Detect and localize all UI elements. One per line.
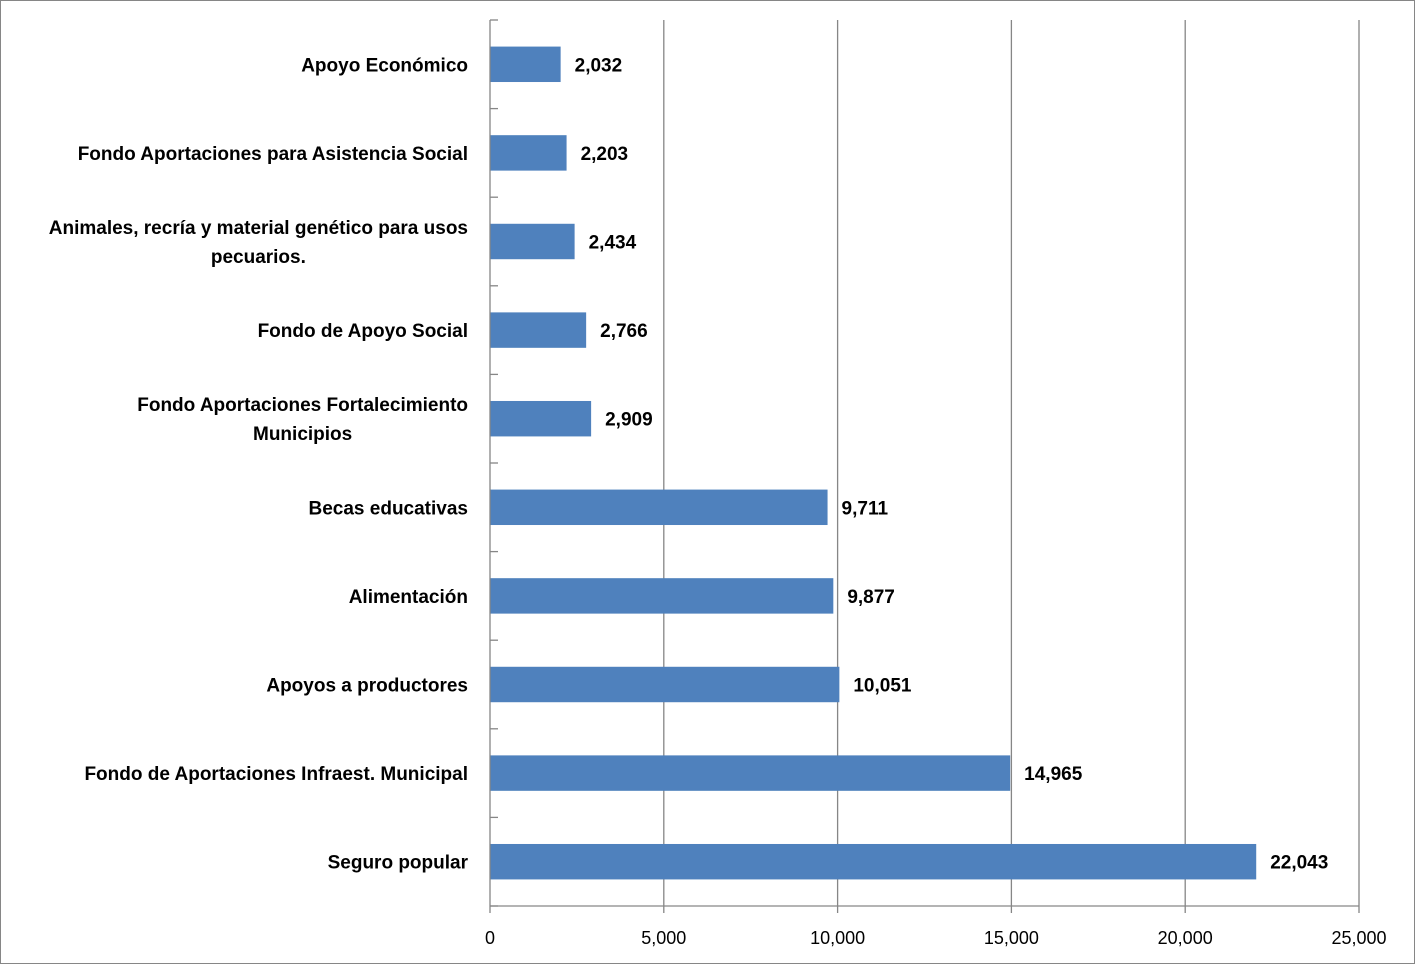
category-label-line: Fondo de Apoyo Social [258, 321, 468, 342]
data-label: 2,766 [600, 321, 648, 342]
category-label: Fondo de Apoyo Social [258, 321, 468, 342]
category-label-line: Becas educativas [309, 498, 469, 519]
data-label: 2,909 [605, 410, 653, 431]
category-label-line: Fondo Aportaciones Fortalecimiento [137, 395, 468, 416]
category-label: Seguro popular [328, 853, 469, 874]
x-tick-label: 10,000 [810, 928, 865, 948]
bar [490, 843, 1257, 880]
category-label: Fondo de Aportaciones Infraest. Municipa… [84, 764, 468, 785]
category-label-line: Apoyos a productores [266, 676, 468, 697]
data-label: 9,877 [847, 587, 895, 608]
category-label-line: Animales, recría y material genético par… [49, 218, 468, 239]
bar [490, 489, 828, 526]
x-tick-label: 5,000 [641, 928, 686, 948]
category-label-line: Alimentación [349, 587, 468, 608]
category-label: Apoyo Económico [301, 55, 468, 76]
x-tick-label: 0 [485, 928, 495, 948]
x-tick-label: 25,000 [1331, 928, 1386, 948]
bar [490, 755, 1011, 791]
data-label: 9,711 [842, 498, 889, 519]
data-label: 2,434 [589, 233, 637, 254]
data-label: 2,032 [575, 55, 623, 76]
bar [490, 223, 575, 260]
category-label: Alimentación [349, 587, 468, 608]
bars [490, 46, 1257, 880]
category-label: Fondo Aportaciones Fortalecimiento Munici… [137, 395, 468, 445]
category-label-line: Municipios [253, 424, 352, 445]
category-label-line: Fondo Aportaciones para Asistencia Socia… [78, 144, 468, 165]
labels: 0 5,000 10,000 15,000 20,000 25,000 2,032 Apoyo… [49, 55, 1387, 948]
category-label-line: Fondo de Aportaciones Infraest. Municipa… [84, 764, 468, 785]
category-label-line: pecuarios. [211, 247, 306, 268]
category-label: Animales, recría y material genético par… [49, 218, 468, 268]
x-tick-label: 20,000 [1158, 928, 1213, 948]
bar [490, 312, 587, 348]
bar [490, 666, 840, 703]
category-label: Fondo Aportaciones para Asistencia Socia… [78, 144, 468, 165]
bar [490, 400, 592, 437]
bar [490, 578, 834, 614]
data-label: 2,203 [581, 144, 629, 165]
data-label: 22,043 [1270, 853, 1328, 874]
bar [490, 46, 561, 83]
category-label-line: Apoyo Económico [301, 55, 468, 76]
x-tick-label: 15,000 [984, 928, 1039, 948]
bar [490, 135, 567, 171]
category-label: Becas educativas [309, 498, 469, 519]
axes [489, 19, 1360, 913]
data-label: 14,965 [1024, 764, 1083, 785]
data-label: 10,051 [853, 676, 912, 697]
category-label-line: Seguro popular [328, 853, 469, 874]
category-label: Apoyos a productores [266, 676, 468, 697]
